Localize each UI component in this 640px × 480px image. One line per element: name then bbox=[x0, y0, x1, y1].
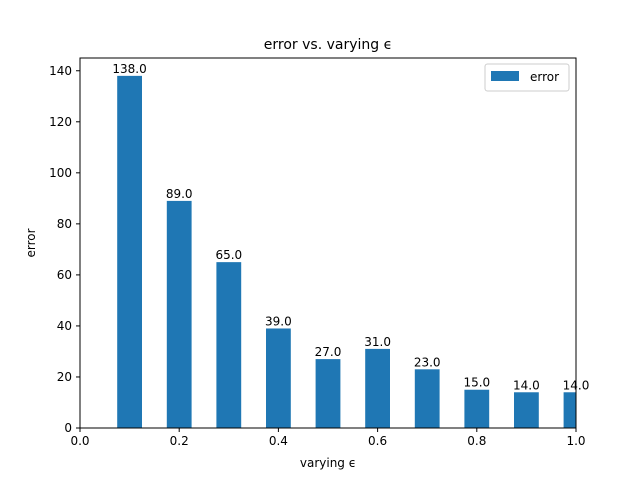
bar bbox=[216, 262, 242, 428]
bar bbox=[563, 392, 576, 428]
y-tick-label: 120 bbox=[49, 115, 72, 129]
bar-value-label: 89.0 bbox=[166, 187, 193, 201]
bar-value-label: 23.0 bbox=[414, 355, 441, 369]
x-tick-label: 1.0 bbox=[566, 434, 585, 448]
bars-layer bbox=[117, 75, 576, 428]
plot-frame bbox=[79, 57, 577, 429]
bar-value-label: 15.0 bbox=[463, 376, 490, 390]
y-tick-label: 40 bbox=[57, 319, 72, 333]
bar bbox=[464, 389, 490, 428]
legend-swatch bbox=[491, 71, 519, 81]
x-tick-label: 0.8 bbox=[467, 434, 486, 448]
bar bbox=[117, 75, 142, 428]
bar-value-label: 65.0 bbox=[215, 248, 242, 262]
legend-frame bbox=[484, 63, 570, 92]
y-axis-ticks: 0 20 40 60 80 100 120 140 bbox=[49, 64, 80, 435]
bar-value-label: 14.0 bbox=[513, 378, 540, 392]
y-tick-label: 60 bbox=[57, 268, 72, 282]
bar-value-label: 27.0 bbox=[315, 345, 342, 359]
bar-labels-layer: 138.089.065.039.027.031.023.015.0 14.0 14.… bbox=[112, 62, 589, 392]
bar bbox=[315, 359, 341, 428]
bar-value-label: 31.0 bbox=[364, 335, 391, 349]
axes bbox=[79, 57, 577, 429]
x-tick-label: 0.0 bbox=[70, 434, 89, 448]
x-axis-ticks: 0.0 0.2 0.4 0.6 0.8 1.0 bbox=[70, 428, 586, 448]
bar bbox=[266, 328, 291, 428]
y-tick-label: 140 bbox=[49, 64, 72, 78]
x-tick-label: 0.6 bbox=[368, 434, 387, 448]
y-axis-label: error bbox=[24, 228, 38, 257]
legend: error bbox=[484, 63, 570, 92]
x-tick-label: 0.2 bbox=[170, 434, 189, 448]
y-tick-label: 80 bbox=[57, 217, 72, 231]
y-tick-label: 0 bbox=[64, 421, 72, 435]
y-tick-label: 100 bbox=[49, 166, 72, 180]
bar-value-label: 138.0 bbox=[112, 62, 146, 76]
x-axis-label: varying ϵ bbox=[300, 456, 356, 470]
chart-title: error vs. varying ϵ bbox=[264, 37, 392, 53]
bar bbox=[365, 348, 390, 428]
bar-value-label: 39.0 bbox=[265, 314, 292, 328]
legend-label: error bbox=[530, 70, 559, 84]
bar bbox=[166, 200, 192, 428]
bar bbox=[514, 392, 539, 428]
x-tick-label: 0.4 bbox=[269, 434, 288, 448]
y-tick-label: 20 bbox=[57, 370, 72, 384]
bar bbox=[414, 369, 440, 428]
